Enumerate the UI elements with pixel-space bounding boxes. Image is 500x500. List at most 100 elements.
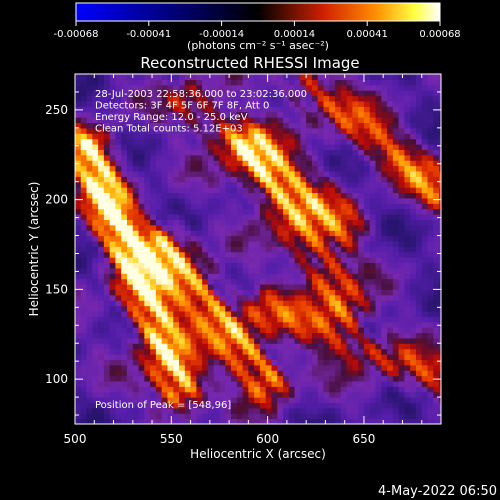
heatmap-cell [363, 197, 371, 204]
heatmap-cell [103, 133, 111, 140]
heatmap-cell [248, 332, 255, 339]
heatmap-cell [155, 397, 163, 404]
heatmap-cell [358, 316, 365, 323]
heatmap-cell [311, 74, 319, 80]
heatmap-cell [138, 359, 145, 366]
heatmap-cell [340, 117, 348, 124]
heatmap-cell [288, 327, 296, 334]
heatmap-cell [254, 149, 261, 156]
heatmap-cell [277, 95, 284, 102]
heatmap-cell [236, 257, 244, 264]
heatmap-cell [98, 305, 105, 312]
heatmap-cell [80, 397, 88, 404]
heatmap-cell [329, 246, 336, 253]
heatmap-cell [127, 154, 134, 161]
heatmap-cell [161, 197, 169, 204]
heatmap-cell [75, 84, 82, 91]
heatmap-cell [225, 214, 232, 220]
heatmap-cell [173, 375, 180, 382]
heatmap-cell [259, 181, 267, 188]
heatmap-cell [404, 84, 411, 91]
heatmap-cell [306, 111, 313, 118]
heatmap-cell [207, 273, 215, 280]
heatmap-cell [150, 267, 157, 274]
heatmap-cell [248, 310, 255, 317]
heatmap-cell [306, 230, 313, 237]
heatmap-cell [317, 240, 325, 247]
heatmap-cell [92, 294, 99, 301]
colorbar-unit-label: (photons cm⁻² s⁻¹ asec⁻²) [187, 39, 329, 52]
heatmap-cell [271, 224, 278, 231]
heatmap-cell [375, 111, 382, 118]
heatmap-cell [346, 262, 353, 269]
heatmap-cell [179, 257, 186, 264]
heatmap-cell [283, 95, 290, 102]
heatmap-cell [80, 391, 88, 398]
heatmap-cell [358, 246, 365, 253]
heatmap-cell [433, 127, 440, 134]
heatmap-cell [381, 418, 388, 424]
heatmap-cell [415, 154, 423, 161]
heatmap-cell [311, 214, 319, 220]
heatmap-cell [323, 321, 330, 328]
heatmap-cell [103, 359, 111, 366]
heatmap-cell [132, 273, 140, 280]
heatmap-cell [254, 106, 261, 113]
heatmap-cell [138, 235, 145, 242]
heatmap-cell [173, 273, 180, 280]
heatmap-cell [392, 348, 400, 355]
heatmap-cell [144, 106, 151, 113]
heatmap-cell [283, 300, 290, 307]
heatmap-cell [132, 332, 140, 339]
heatmap-cell [155, 316, 163, 323]
heatmap-cell [392, 240, 400, 247]
heatmap-cell [80, 122, 88, 129]
heatmap-cell [271, 192, 278, 199]
heatmap-cell [121, 176, 128, 183]
heatmap-cell [404, 117, 411, 124]
heatmap-cell [80, 90, 88, 97]
heatmap-cell [265, 354, 273, 360]
heatmap-cell [300, 214, 307, 220]
heatmap-cell [352, 407, 359, 414]
heatmap-cell [242, 111, 249, 118]
heatmap-cell [335, 289, 342, 296]
heatmap-cell [184, 337, 192, 344]
heatmap-cell [225, 267, 232, 274]
heatmap-cell [439, 364, 441, 371]
heatmap-cell [363, 348, 371, 355]
heatmap-cell [225, 418, 232, 424]
heatmap-cell [346, 187, 353, 194]
heatmap-cell [236, 251, 244, 258]
heatmap-cell [387, 413, 394, 420]
heatmap-cell [265, 165, 273, 172]
heatmap-cell [75, 397, 82, 404]
heatmap-cell [387, 354, 394, 360]
heatmap-cell [300, 95, 307, 102]
heatmap-cell [300, 74, 307, 80]
heatmap-cell [190, 300, 197, 307]
heatmap-cell [132, 219, 140, 226]
heatmap-cell [184, 100, 192, 107]
heatmap-cell [86, 246, 93, 253]
heatmap-cell [115, 149, 122, 156]
heatmap-cell [242, 117, 249, 124]
heatmap-cell [427, 181, 434, 188]
heatmap-cell [404, 402, 411, 409]
heatmap-cell [404, 176, 411, 183]
heatmap-cell [242, 122, 249, 129]
heatmap-cell [340, 176, 348, 183]
heatmap-cell [294, 84, 301, 91]
heatmap-cell [335, 402, 342, 409]
heatmap-cell [433, 348, 440, 355]
heatmap-cell [381, 79, 388, 86]
heatmap-cell [421, 262, 429, 269]
heatmap-cell [346, 321, 353, 328]
heatmap-cell [242, 359, 249, 366]
heatmap-cell [427, 364, 434, 371]
heatmap-cell [121, 359, 128, 366]
heatmap-cell [265, 310, 273, 317]
heatmap-cell [121, 117, 128, 124]
heatmap-cell [427, 208, 434, 215]
heatmap-cell [173, 327, 180, 334]
